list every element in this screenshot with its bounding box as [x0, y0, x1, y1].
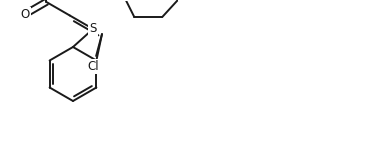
- Text: S: S: [89, 22, 97, 35]
- Text: O: O: [20, 8, 30, 21]
- Text: Cl: Cl: [88, 60, 99, 73]
